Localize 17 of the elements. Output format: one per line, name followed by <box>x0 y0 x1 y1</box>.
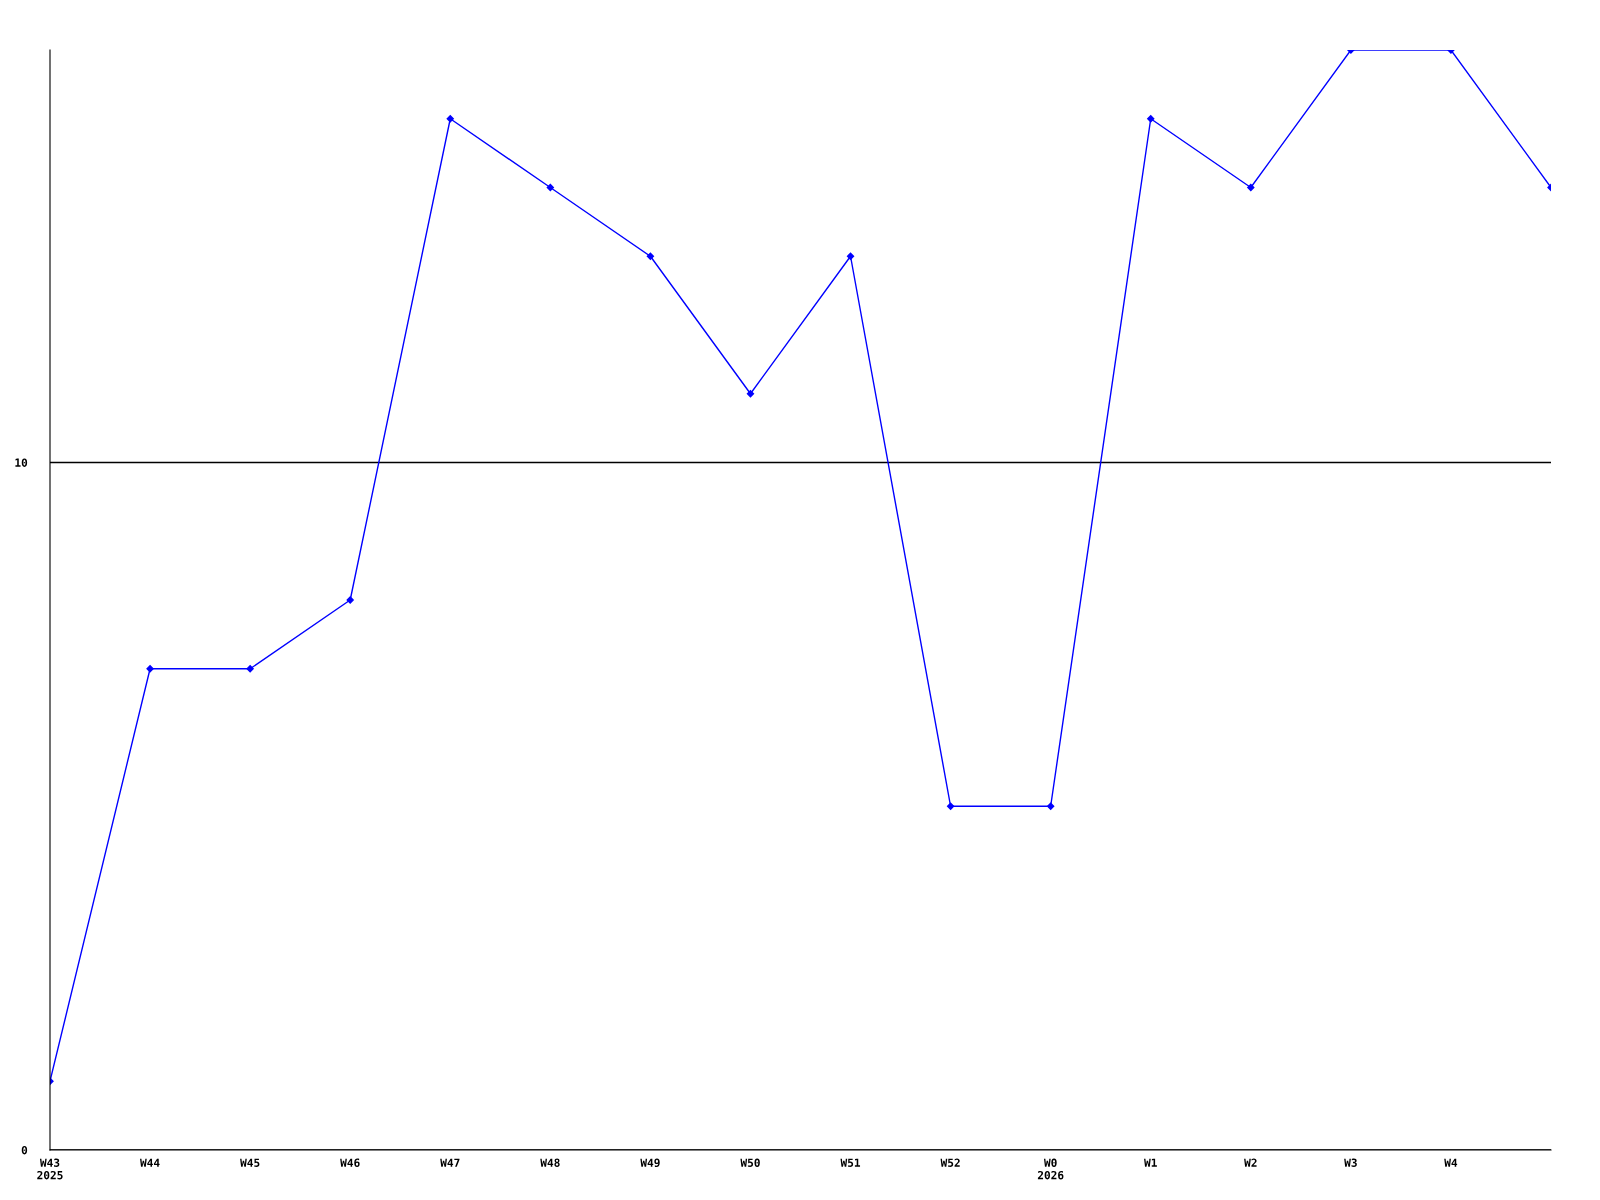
x-tick-label: W47 <box>440 1158 460 1167</box>
x-tick-label: W46 <box>340 1158 360 1167</box>
x-tick-label: W43 2025 <box>37 1158 63 1180</box>
x-tick-label: W3 <box>1344 1158 1357 1167</box>
x-tick-label: W50 <box>740 1158 760 1167</box>
x-tick-label: W4 <box>1444 1158 1458 1167</box>
x-tick-label: W44 <box>140 1158 160 1167</box>
x-tick-label: W1 <box>1144 1158 1157 1167</box>
x-tick-label: W2 <box>1244 1158 1257 1167</box>
x-tick-label: W52 <box>940 1158 960 1167</box>
y-tick-label: 0 <box>21 1145 28 1155</box>
x-tick-label: W48 <box>540 1158 560 1167</box>
x-tick-label: W45 <box>240 1158 260 1167</box>
y-tick-label: 10 <box>15 458 28 467</box>
x-tick-label: W51 <box>840 1158 861 1167</box>
x-tick-label: W49 <box>640 1158 660 1167</box>
x-tick-label: W0 2026 <box>1037 1158 1064 1180</box>
